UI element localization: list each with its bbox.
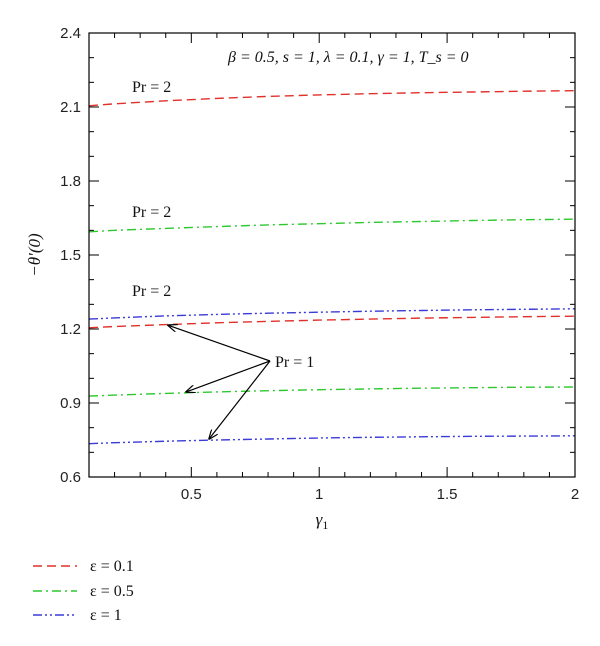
x-axis-label-subscript: 1 bbox=[322, 518, 328, 532]
pr2-label-blue: Pr = 2 bbox=[132, 283, 171, 300]
annotations-group bbox=[168, 325, 271, 439]
y-tick-label: 2.4 bbox=[60, 25, 81, 42]
y-tick-label: 0.9 bbox=[60, 395, 81, 412]
ticks-group: 0.5 1 1.5 2 0.6 0.9 1.2 1.5 1.8 2.1 2.4 bbox=[60, 25, 579, 503]
series-line bbox=[88, 315, 576, 329]
series-line bbox=[88, 308, 576, 320]
y-tick-label: 0.6 bbox=[60, 469, 81, 486]
series-line bbox=[88, 386, 576, 397]
x-tick-label: 1.5 bbox=[437, 486, 458, 503]
series-line bbox=[88, 90, 576, 107]
legend-item: ε = 1 bbox=[33, 607, 122, 624]
legend-label: ε = 0.5 bbox=[90, 583, 134, 600]
pr1-label: Pr = 1 bbox=[275, 354, 314, 371]
y-tick-label: 1.8 bbox=[60, 173, 81, 190]
legend-item: ε = 0.5 bbox=[33, 583, 134, 600]
x-tick-label: 1 bbox=[315, 486, 323, 503]
y-tick-label: 2.1 bbox=[60, 99, 81, 116]
x-tick-label: 2 bbox=[571, 486, 579, 503]
x-tick-label: 0.5 bbox=[181, 486, 202, 503]
y-axis-label: −θ′(0) bbox=[25, 233, 44, 277]
series-line bbox=[88, 218, 576, 233]
y-tick-label: 1.5 bbox=[60, 247, 81, 264]
legend-label: ε = 0.1 bbox=[90, 558, 134, 575]
y-tick-label: 1.2 bbox=[60, 321, 81, 338]
pr2-label-green: Pr = 2 bbox=[132, 204, 171, 221]
legend-item: ε = 0.1 bbox=[33, 558, 134, 575]
series-group bbox=[88, 90, 576, 445]
x-axis-label: γ1 bbox=[316, 510, 329, 532]
annotation-arrow bbox=[209, 360, 271, 439]
plot-frame bbox=[88, 32, 576, 478]
legend-label: ε = 1 bbox=[90, 607, 122, 624]
pr2-label-red: Pr = 2 bbox=[132, 79, 171, 96]
annotation-arrow bbox=[168, 325, 271, 362]
x-axis-label-main: γ bbox=[316, 510, 324, 529]
series-line bbox=[88, 435, 576, 445]
legend: ε = 0.1 ε = 0.5 ε = 1 bbox=[33, 558, 134, 624]
parameter-annotation: β = 0.5, s = 1, λ = 0.1, γ = 1, T_s = 0 bbox=[227, 49, 469, 66]
annotation-arrow bbox=[186, 360, 271, 392]
